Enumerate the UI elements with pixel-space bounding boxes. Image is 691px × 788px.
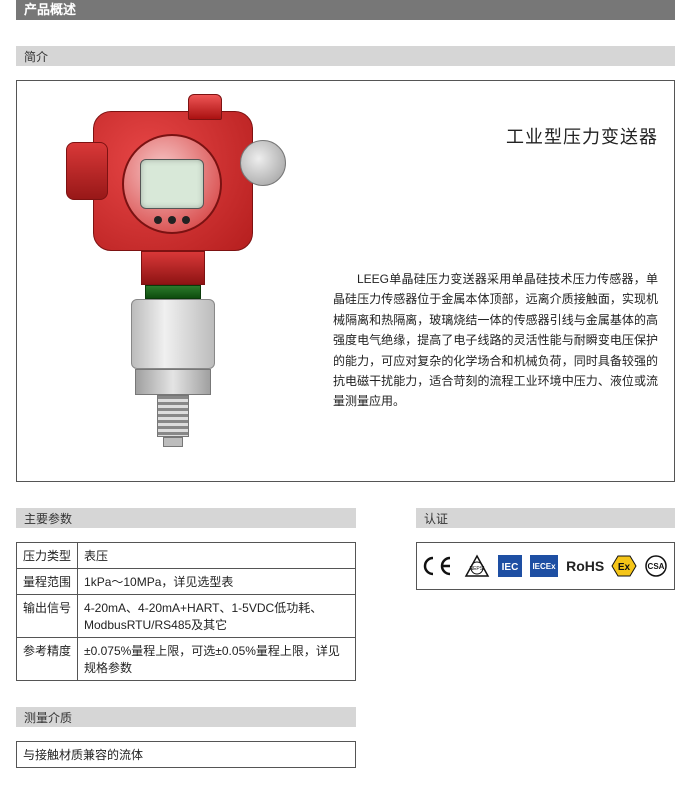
cert-column: NEPSI IEC IECEx RoHS (416, 542, 675, 681)
subheader-row-intro: 简介 (16, 46, 675, 66)
subheader-intro: 简介 (16, 46, 675, 66)
cert-box: NEPSI IEC IECEx RoHS (416, 542, 675, 590)
device-face (122, 134, 222, 234)
params-column: 压力类型 表压 量程范围 1kPa～10MPa，详见选型表 输出信号 4-20m… (16, 542, 356, 681)
subheader-main-params-text: 主要参数 (24, 510, 72, 527)
device-illustration (73, 101, 273, 461)
spec-val: ±0.075%量程上限，可选±0.05%量程上限，详见规格参数 (78, 638, 356, 681)
section-header-overview: 产品概述 (16, 0, 675, 20)
overview-box: 工业型压力变送器 LEEG单晶硅压力变送器采用单晶硅技术压力传感器，单晶硅压力传… (16, 80, 675, 482)
device-knob (188, 94, 222, 120)
params-cert-row: 压力类型 表压 量程范围 1kPa～10MPa，详见选型表 输出信号 4-20m… (16, 542, 675, 681)
subheader-medium: 测量介质 (16, 707, 356, 727)
svg-text:IEC: IEC (501, 562, 518, 573)
subheader-main-params: 主要参数 (16, 508, 356, 528)
device-buttons (154, 216, 190, 224)
ex-icon: Ex (611, 554, 637, 578)
table-row: 输出信号 4-20mA、4-20mA+HART、1-5VDC低功耗、Modbus… (17, 595, 356, 638)
device-hex-nut (135, 369, 211, 395)
spec-key: 输出信号 (17, 595, 78, 638)
table-row: 参考精度 ±0.075%量程上限，可选±0.05%量程上限，详见规格参数 (17, 638, 356, 681)
medium-value: 与接触材质兼容的流体 (23, 748, 143, 762)
svg-text:Ex: Ex (618, 562, 631, 573)
ce-icon (423, 555, 457, 577)
spec-val: 1kPa～10MPa，详见选型表 (78, 569, 356, 595)
spec-key: 参考精度 (17, 638, 78, 681)
iec-icon: IEC (497, 554, 523, 578)
device-thread (157, 395, 189, 437)
device-head (93, 111, 253, 251)
text-column: 工业型压力变送器 LEEG单晶硅压力变送器采用单晶硅技术压力传感器，单晶硅压力传… (333, 101, 658, 461)
spec-key: 量程范围 (17, 569, 78, 595)
device-body-metal (131, 299, 215, 369)
rohs-text: RoHS (566, 558, 604, 574)
spec-val: 4-20mA、4-20mA+HART、1-5VDC低功耗、ModbusRTU/R… (78, 595, 356, 638)
svg-text:CSA: CSA (647, 562, 664, 571)
device-tip (163, 437, 183, 447)
subheader-row-params-cert: 主要参数 认证 (16, 508, 675, 528)
spec-val: 表压 (78, 543, 356, 569)
device-neck-red (141, 251, 205, 285)
csa-icon: CSA (644, 554, 668, 578)
spec-table: 压力类型 表压 量程范围 1kPa～10MPa，详见选型表 输出信号 4-20m… (16, 542, 356, 681)
section-header-overview-text: 产品概述 (24, 2, 76, 18)
medium-table: 与接触材质兼容的流体 (16, 741, 356, 768)
subheader-gap (356, 508, 416, 528)
svg-text:IECEx: IECEx (533, 562, 557, 571)
iecex-icon: IECEx (529, 554, 559, 578)
product-title: 工业型压力变送器 (333, 123, 658, 149)
spec-key: 压力类型 (17, 543, 78, 569)
rohs-icon: RoHS (566, 558, 604, 574)
subheader-row-medium: 测量介质 (16, 707, 675, 727)
subheader-medium-text: 测量介质 (24, 709, 72, 726)
nepsi-icon: NEPSI (464, 554, 490, 578)
device-lcd (140, 159, 204, 209)
device-neck-green (145, 285, 201, 299)
illustration-column (33, 101, 313, 461)
subheader-intro-text: 简介 (24, 48, 48, 65)
product-description: LEEG单晶硅压力变送器采用单晶硅技术压力传感器，单晶硅压力传感器位于金属本体顶… (333, 269, 658, 412)
table-row: 量程范围 1kPa～10MPa，详见选型表 (17, 569, 356, 595)
subheader-cert: 认证 (416, 508, 675, 528)
table-row: 压力类型 表压 (17, 543, 356, 569)
svg-text:NEPSI: NEPSI (470, 566, 485, 572)
subheader-cert-text: 认证 (424, 510, 448, 527)
